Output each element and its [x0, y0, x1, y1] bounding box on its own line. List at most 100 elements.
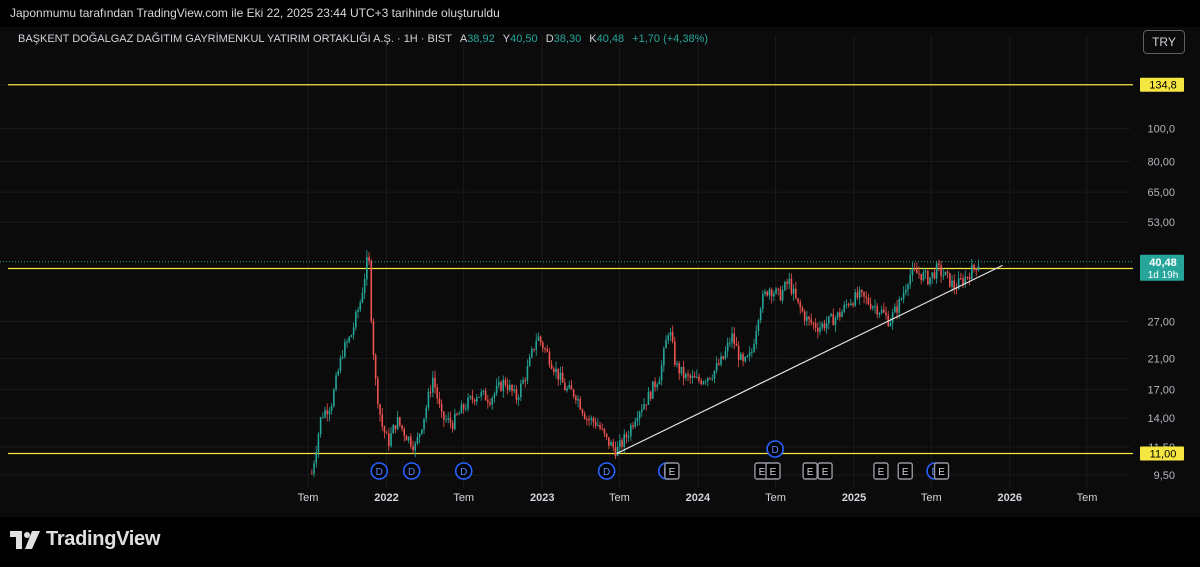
- candle-body: [878, 313, 881, 315]
- candle-body: [460, 404, 463, 414]
- dividend-marker: [454, 462, 473, 480]
- candle-body: [638, 412, 641, 419]
- candle-body: [311, 473, 313, 475]
- candle-body: [850, 303, 852, 306]
- candle-body: [643, 404, 645, 410]
- candle-body: [383, 426, 386, 433]
- high-value: 40,50: [510, 33, 538, 45]
- low-value: 38,30: [553, 33, 582, 45]
- candle-body: [504, 379, 507, 386]
- candle-body: [971, 264, 973, 280]
- candle-body: [346, 341, 348, 343]
- time-axis[interactable]: Tem 2022 Tem 2023 Tem 2024 Tem 2025 Tem 2026 Tem: [298, 492, 1098, 504]
- candle-body: [432, 377, 434, 393]
- candle-body: [636, 418, 639, 422]
- candle-body: [339, 357, 342, 371]
- candle-body: [385, 432, 388, 434]
- candle-body: [841, 311, 843, 317]
- candle-body: [660, 365, 663, 381]
- candle-body: [665, 340, 667, 349]
- dividend-marker-label: D: [376, 467, 383, 478]
- candle-body: [348, 337, 351, 342]
- candle-body: [949, 272, 951, 287]
- candle-body: [590, 418, 593, 420]
- candle-body: [757, 320, 760, 332]
- candle-body: [623, 434, 626, 447]
- candle-body: [973, 264, 975, 269]
- earnings-marker-label: E: [902, 467, 909, 478]
- price-tick-label: 14,00: [1147, 413, 1175, 425]
- candle-body: [733, 333, 736, 345]
- candle-body: [392, 425, 395, 434]
- tradingview-logo[interactable]: TradingView: [10, 528, 160, 551]
- candle-body: [687, 373, 689, 376]
- currency-button[interactable]: TRY: [1143, 30, 1185, 54]
- candle-body: [614, 447, 617, 456]
- candle-body: [872, 306, 874, 309]
- candle-body: [839, 312, 841, 317]
- candle-body: [564, 382, 566, 391]
- candle-body: [920, 273, 923, 281]
- candle-body: [500, 382, 502, 391]
- candle-body: [588, 419, 590, 421]
- price-axis[interactable]: 9,5011,5014,0017,0021,0027,0053,0065,008…: [1140, 77, 1184, 482]
- candle-body: [876, 306, 879, 315]
- candle-body: [905, 289, 907, 293]
- candle-body: [707, 377, 709, 382]
- candle-body: [823, 323, 826, 329]
- candle-body: [674, 341, 676, 365]
- candle-body: [478, 396, 480, 398]
- trendline[interactable]: [616, 264, 1003, 455]
- chart-panel[interactable]: [0, 27, 1200, 517]
- candle-body: [313, 463, 315, 474]
- candle-body: [863, 291, 865, 297]
- candle-body: [880, 309, 883, 314]
- earnings-marker: [933, 462, 950, 480]
- candle-body: [696, 376, 698, 378]
- dividend-marker: [766, 440, 784, 458]
- tradingview-logo-icon: [10, 530, 40, 549]
- price-chart[interactable]: DDDDDDEEEEEEEDE 9,5011,5014,0017,0021,00…: [0, 0, 1200, 517]
- candle-body: [548, 351, 551, 365]
- candle-body: [522, 379, 524, 384]
- symbol-name: BAŞKENT DOĞALGAZ DAĞITIM GAYRİMENKUL YAT…: [18, 33, 452, 45]
- candle-body: [764, 291, 766, 295]
- candle-body: [856, 292, 859, 298]
- candle-body: [682, 366, 685, 379]
- candles: [311, 250, 980, 478]
- candle-body: [902, 292, 905, 299]
- dividend-marker-label: D: [460, 467, 467, 478]
- candle-body: [735, 344, 738, 346]
- event-markers[interactable]: DDDDDDEEEEEEEDE: [370, 440, 950, 480]
- candle-body: [520, 383, 522, 398]
- candle-body: [467, 397, 469, 409]
- candle-body: [465, 408, 467, 410]
- candle-body: [907, 284, 909, 290]
- candle-body: [784, 281, 786, 291]
- candle-body: [456, 413, 458, 415]
- dividend-marker: [597, 462, 616, 480]
- close-value: 40,48: [596, 33, 625, 45]
- candle-body: [506, 385, 509, 390]
- candle-body: [575, 396, 577, 401]
- candle-body: [729, 342, 731, 344]
- candle-body: [845, 304, 848, 306]
- candle-body: [762, 294, 764, 310]
- time-tick-label: Tem: [1077, 492, 1098, 504]
- candle-body: [788, 278, 791, 284]
- candle-body: [616, 446, 619, 456]
- candle-body: [867, 297, 870, 304]
- candle-body: [370, 261, 373, 321]
- price-tick-label: 21,00: [1147, 353, 1175, 365]
- price-tick-label: 17,00: [1147, 384, 1175, 396]
- candle-body: [656, 384, 659, 388]
- dividend-marker: [402, 462, 421, 480]
- candle-body: [443, 411, 445, 420]
- candle-body: [599, 424, 601, 429]
- candle-body: [425, 407, 428, 419]
- candle-body: [834, 317, 837, 326]
- candle-body: [324, 410, 326, 418]
- candle-body: [594, 421, 597, 426]
- candle-body: [410, 436, 412, 447]
- dividend-marker-label: D: [603, 467, 610, 478]
